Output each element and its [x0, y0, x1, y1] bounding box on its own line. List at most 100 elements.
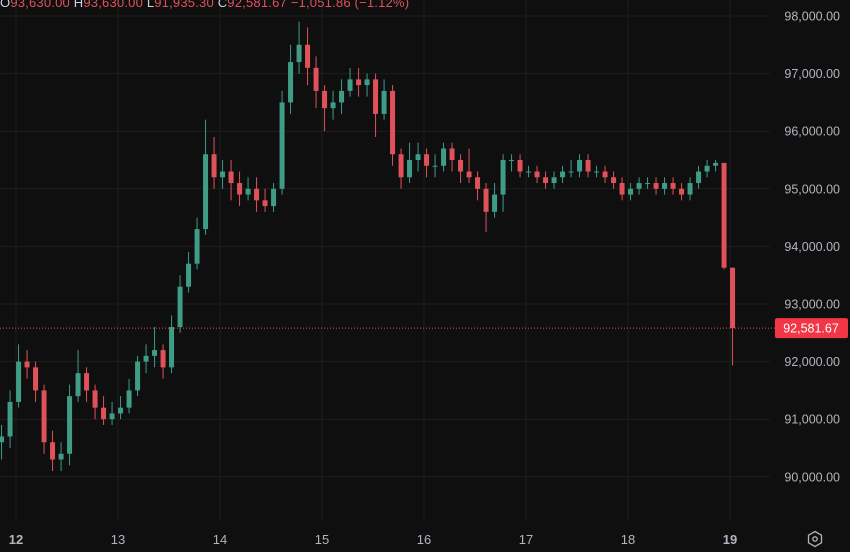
candle-body [75, 373, 81, 397]
price-axis[interactable]: 90,000.00 91,000.00 92,000.00 93,000.00 94,0… [784, 10, 840, 485]
candle [492, 183, 498, 218]
candle [211, 136, 217, 189]
ohlc-legend: O93,630.00 H93,630.00 L91,935.30 C92,581… [0, 0, 409, 10]
candle [101, 396, 107, 425]
candle [390, 85, 396, 166]
candle [560, 165, 566, 184]
candle-body [534, 171, 540, 178]
candle-body [696, 171, 702, 184]
candle [0, 424, 5, 460]
candle [730, 267, 736, 366]
candle-body [415, 154, 421, 160]
candle [220, 160, 226, 189]
candle [619, 177, 625, 201]
candle [160, 344, 166, 379]
candle-body [126, 390, 132, 408]
candle-body [577, 160, 583, 172]
candle [543, 171, 549, 189]
y-tick-label: 96,000.00 [784, 125, 840, 139]
y-tick-label: 97,000.00 [784, 67, 840, 81]
candle [415, 142, 421, 172]
candle-body [211, 154, 217, 178]
candle [568, 160, 574, 178]
candle-body [679, 188, 685, 195]
candles [0, 21, 736, 472]
candle [177, 275, 183, 333]
candle-body [254, 188, 260, 201]
close-label: C [217, 0, 228, 10]
candle [466, 148, 472, 184]
x-tick-label: 16 [417, 532, 431, 547]
candle-body [330, 102, 336, 109]
candle [500, 154, 506, 212]
candle [118, 396, 124, 420]
candle-body [135, 361, 141, 391]
candle [432, 154, 438, 178]
candle [687, 177, 693, 201]
y-tick-label: 93,000.00 [784, 298, 840, 312]
candle [636, 177, 642, 195]
candle-body [636, 183, 642, 189]
candle-body [441, 148, 447, 166]
candle [645, 177, 651, 189]
candle [679, 183, 685, 201]
candle-body [152, 350, 158, 356]
candle [347, 67, 353, 97]
candle-body [33, 367, 39, 391]
candle-body [670, 183, 676, 189]
candle [475, 171, 481, 201]
candle-body [0, 436, 5, 443]
candle [364, 73, 370, 97]
candle-body [296, 44, 302, 63]
candle-body [339, 90, 345, 103]
candle-body [228, 171, 234, 184]
candle-body [526, 171, 532, 173]
y-tick-label: 95,000.00 [784, 182, 840, 196]
candle-body [381, 90, 387, 114]
candle [279, 90, 285, 195]
candle [271, 183, 277, 212]
candle-body [177, 286, 183, 328]
time-axis[interactable]: 12 13 14 15 16 17 18 19 [9, 532, 737, 547]
candle [24, 350, 30, 379]
candle-body [458, 160, 464, 172]
candle-body [41, 390, 47, 443]
candle-body [551, 177, 557, 184]
y-tick-label: 91,000.00 [784, 413, 840, 427]
candle-body [67, 396, 73, 454]
candle [356, 67, 362, 97]
candle [84, 367, 90, 402]
candle-body [305, 44, 311, 68]
candle-body [84, 373, 90, 391]
current-price-tag: 92,581.67 [775, 318, 848, 339]
candle-body [407, 160, 413, 178]
x-tick-label: 15 [315, 532, 329, 547]
candle [670, 177, 676, 195]
candle-body [356, 79, 362, 86]
candle [424, 148, 430, 178]
candle-body [203, 154, 209, 230]
candle [602, 165, 608, 184]
candle [721, 162, 727, 270]
candle [203, 119, 209, 235]
candle [186, 252, 192, 293]
candle [526, 165, 532, 178]
candle [577, 154, 583, 178]
change-value: −1,051.86 (−1.12%) [290, 0, 410, 10]
open-value: 93,630.00 [10, 0, 70, 10]
candle-body [143, 355, 149, 362]
grid [0, 0, 770, 520]
candle [458, 154, 464, 184]
close-value: 92,581.67 [227, 0, 287, 10]
candle [152, 327, 158, 368]
candle [696, 165, 702, 189]
candle-body [500, 160, 506, 195]
candle [169, 315, 175, 374]
candle-body [347, 79, 353, 91]
x-tick-label: 13 [111, 532, 125, 547]
candle-body [628, 188, 634, 195]
chart-settings-icon[interactable] [806, 530, 824, 548]
candle-body [653, 183, 659, 189]
candle [237, 171, 243, 207]
